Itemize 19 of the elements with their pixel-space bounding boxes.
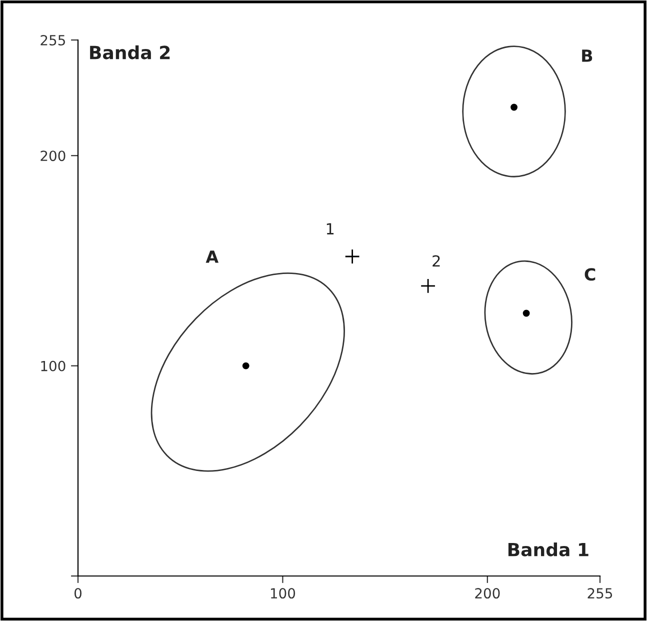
point <box>344 248 360 264</box>
x-tick-label: 100 <box>270 588 296 599</box>
annotation: 2 <box>432 255 440 267</box>
x-axis-title: Banda 1 <box>508 542 588 556</box>
point <box>510 104 518 111</box>
x-tick-label: 0 <box>74 588 82 599</box>
point <box>242 362 250 370</box>
point <box>522 310 530 317</box>
x-tick-label: 200 <box>475 588 500 599</box>
y-tick-label: 100 <box>41 360 66 372</box>
annotation: B <box>582 50 592 62</box>
y-tick-label: 200 <box>40 150 66 162</box>
point <box>420 278 436 294</box>
annotation: 1 <box>326 223 334 234</box>
y-tick-label: 255 <box>40 34 65 46</box>
x-tick-label: 255 <box>588 588 612 599</box>
annotation: A <box>206 250 219 263</box>
y-axis-title: Banda 2 <box>90 45 170 60</box>
annotation: C <box>584 268 596 281</box>
